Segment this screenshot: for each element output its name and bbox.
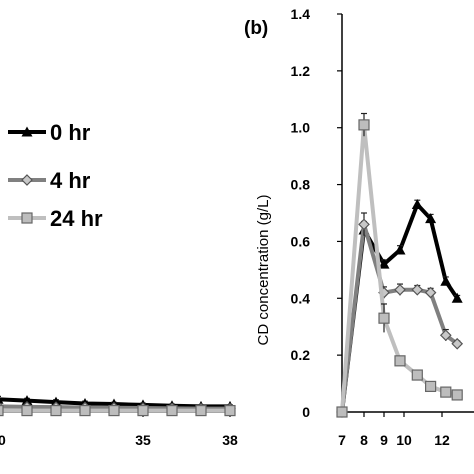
legend-entry: 4 hr bbox=[50, 168, 91, 193]
x-tick-label: 38 bbox=[222, 432, 238, 448]
right-series-1-point bbox=[358, 218, 370, 231]
right-series-0-point bbox=[425, 213, 437, 224]
left-series-2-point bbox=[224, 404, 236, 417]
x-tick-label: 8 bbox=[360, 432, 368, 448]
right-series-1-line bbox=[340, 222, 459, 413]
right-series-2-point bbox=[336, 406, 348, 418]
left-series-0-point bbox=[21, 395, 33, 406]
x-tick-label: 7 bbox=[338, 432, 346, 448]
left-panel: 30 35 38 0 hr 4 hr 24 hr bbox=[0, 120, 238, 448]
y-tick-label: 0.4 bbox=[291, 290, 311, 306]
left-series-2-point bbox=[0, 404, 4, 417]
right-series-0-line bbox=[340, 202, 459, 413]
right-series-0-point bbox=[451, 292, 463, 303]
x-tick-label: 12 bbox=[434, 432, 450, 448]
y-axis-label: CD concentration (g/L) bbox=[255, 195, 272, 346]
y-tick-label: 1.0 bbox=[291, 120, 311, 136]
left-series-2-point bbox=[166, 404, 178, 417]
legend-entry: 24 hr bbox=[50, 206, 103, 231]
right-series-0-point bbox=[394, 244, 406, 255]
right-series-1-point bbox=[394, 283, 406, 296]
y-tick-label: 1.2 bbox=[291, 63, 311, 79]
panel-label: (b) bbox=[244, 18, 268, 39]
left-series-2-point bbox=[79, 404, 91, 417]
right-series-1-point bbox=[411, 283, 424, 296]
right-series-2-point bbox=[451, 389, 463, 401]
right-series-2-point bbox=[440, 386, 452, 398]
right-series-1-point bbox=[451, 337, 464, 350]
y-tick-label: 0 bbox=[302, 404, 310, 420]
x-tick-label: 9 bbox=[380, 432, 388, 448]
left-series-2-point bbox=[137, 404, 149, 417]
right-panel: 0 0.2 0.4 0.6 0.8 1.0 1.2 1.4 7 8 9 10 12 CD concentr… bbox=[244, 6, 474, 448]
right-series-1-point bbox=[439, 329, 452, 342]
left-series-2-point bbox=[21, 404, 33, 417]
x-tick-label: 10 bbox=[396, 432, 412, 448]
right-series-2-point bbox=[411, 369, 423, 381]
y-tick-label: 0.6 bbox=[291, 233, 311, 249]
right-series-0-point bbox=[440, 275, 452, 286]
right-series-2-point bbox=[358, 119, 370, 131]
right-series-2-point bbox=[378, 312, 390, 324]
right-series-0-point bbox=[378, 258, 390, 269]
left-series-0-point bbox=[0, 397, 4, 404]
left-series-2-point bbox=[50, 404, 62, 417]
right-series-1-point bbox=[424, 286, 437, 299]
y-tick-label: 1.4 bbox=[291, 6, 311, 22]
right-series-0-point bbox=[411, 198, 423, 209]
y-tick-label: 0.8 bbox=[291, 177, 311, 193]
legend-entry: 0 hr bbox=[50, 120, 91, 145]
legend-swatch-marker bbox=[21, 174, 33, 186]
x-tick-label: 35 bbox=[135, 432, 151, 448]
x-tick-label: 30 bbox=[0, 432, 6, 448]
left-series-2-point bbox=[108, 404, 120, 417]
legend-swatch-marker bbox=[21, 126, 33, 137]
right-series-2-point bbox=[394, 355, 406, 367]
y-tick-label: 0.2 bbox=[291, 347, 311, 363]
right-series-2-point bbox=[425, 380, 437, 393]
left-series-2-point bbox=[195, 404, 207, 417]
legend-swatch-marker bbox=[21, 212, 33, 224]
